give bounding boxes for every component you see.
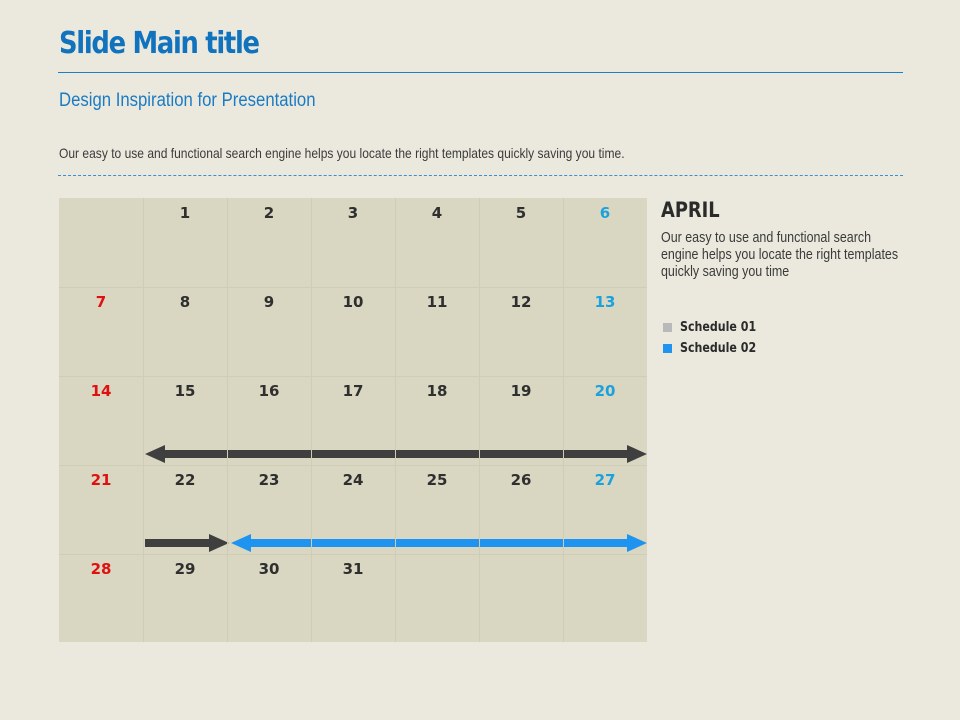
grid-line: [143, 198, 144, 642]
calendar-day: 2: [263, 204, 275, 222]
calendar-day: 20: [594, 382, 616, 400]
title-divider: [58, 72, 903, 73]
calendar-day: 12: [510, 293, 532, 311]
slide-description: Our easy to use and functional search en…: [59, 145, 625, 161]
schedule-legend: Schedule 01 Schedule 02: [663, 317, 770, 359]
grid-line: [227, 198, 228, 642]
calendar-day: 6: [599, 204, 611, 222]
calendar-day: 10: [342, 293, 364, 311]
calendar-day: 28: [90, 560, 112, 578]
grid-line: [563, 198, 564, 642]
calendar-day: 31: [342, 560, 364, 578]
calendar-day: 13: [594, 293, 616, 311]
calendar-day: 1: [179, 204, 191, 222]
calendar-day: 9: [263, 293, 275, 311]
calendar-day: 5: [515, 204, 527, 222]
calendar-day: 11: [426, 293, 448, 311]
calendar-day: 17: [342, 382, 364, 400]
legend-label: Schedule 01: [680, 320, 757, 335]
calendar-day: 3: [347, 204, 359, 222]
grid-line: [395, 198, 396, 642]
grid-line: [59, 287, 647, 288]
schedule-arrows: [145, 445, 647, 552]
schedule-arrow: [145, 445, 647, 463]
grid-line: [59, 465, 647, 466]
calendar-day: 7: [95, 293, 107, 311]
calendar-day: 4: [431, 204, 443, 222]
grid-line: [311, 198, 312, 642]
grid-line: [59, 376, 647, 377]
dashed-divider: [58, 175, 903, 176]
month-description: Our easy to use and functional search en…: [661, 230, 899, 280]
calendar-day: 27: [594, 471, 616, 489]
calendar-day: 30: [258, 560, 280, 578]
calendar-day: 21: [90, 471, 112, 489]
calendar-day: 16: [258, 382, 280, 400]
grid-line: [59, 554, 647, 555]
month-calendar: 1 2 3 4 5 6 7 8 9 10 11 12 13 14 15 16 17 18 19 20 21 22 23 24 2…: [59, 198, 647, 642]
calendar-day: 24: [342, 471, 364, 489]
calendar-day: 22: [174, 471, 196, 489]
calendar-day: 8: [179, 293, 191, 311]
calendar-day: 15: [174, 382, 196, 400]
slide-subtitle: Design Inspiration for Presentation: [59, 90, 316, 111]
calendar-day: 14: [90, 382, 112, 400]
grid-line: [479, 198, 480, 642]
calendar-day: 23: [258, 471, 280, 489]
legend-swatch-schedule-02: [663, 344, 672, 353]
month-title: APRIL: [661, 198, 720, 222]
legend-swatch-schedule-01: [663, 323, 672, 332]
calendar-day: 19: [510, 382, 532, 400]
legend-item-schedule-02: Schedule 02: [663, 338, 770, 359]
schedule-arrow: [231, 534, 647, 552]
calendar-day: 26: [510, 471, 532, 489]
calendar-day: 18: [426, 382, 448, 400]
legend-item-schedule-01: Schedule 01: [663, 317, 770, 338]
calendar-day: 29: [174, 560, 196, 578]
slide-title: Slide Main title: [59, 26, 260, 61]
legend-label: Schedule 02: [680, 341, 757, 356]
schedule-arrow: [145, 534, 229, 552]
calendar-day: 25: [426, 471, 448, 489]
